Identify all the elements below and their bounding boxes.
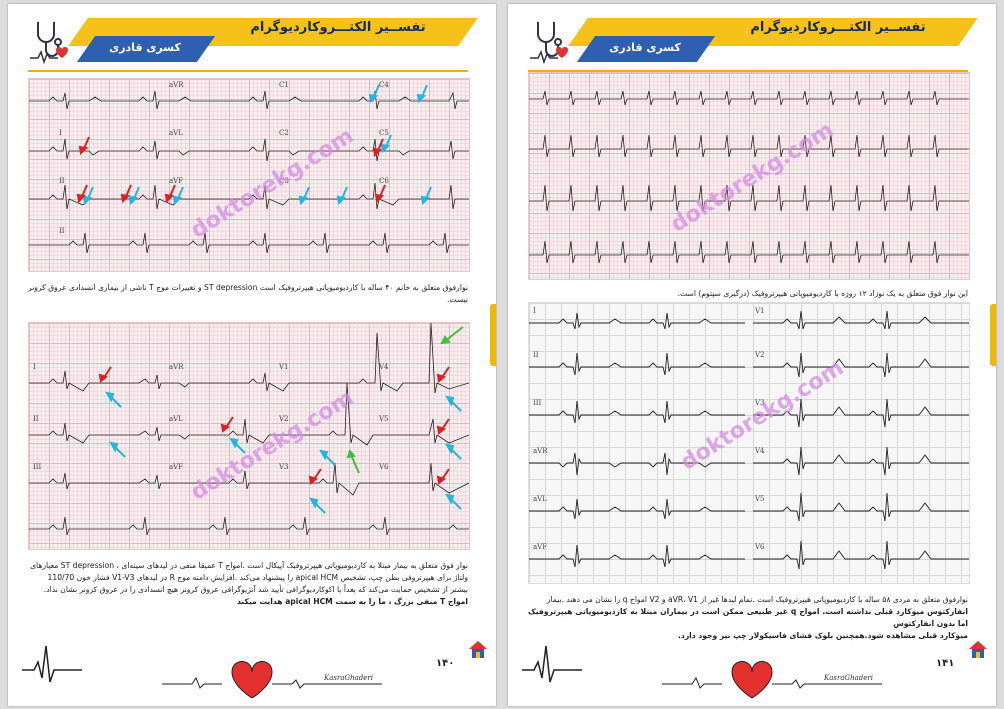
ecg2-lead-label: V4: [379, 363, 389, 371]
ecg1-lead-label: II: [59, 227, 65, 235]
left-page: تفســیر الکتـــروکاردیوگرام کسری قادری: [8, 4, 496, 706]
ecg2-lead-label: II: [33, 415, 39, 423]
side-tab: [990, 304, 996, 366]
ecg1-lead-label: C4: [379, 81, 389, 89]
ecg-figure-2: I aVR V1 V4 II aVL V2 V5 III aVF V3 V6 d…: [28, 322, 470, 550]
house-icon: [469, 641, 487, 658]
ecg-figure-4: I II III aVR aVL aVF V1 V2 V3 V4 V5 V6 d…: [528, 302, 970, 584]
ecg4-lead-label: V6: [755, 543, 765, 551]
stethoscope-heart-logo: [30, 22, 68, 64]
ecg1-lead-label: aVF: [169, 177, 184, 185]
ecg1-lead-label: C1: [279, 81, 289, 89]
ecg4-lead-label: aVR: [533, 447, 548, 455]
caption-bold-line: امواج T منفی بزرگ ، ما را به سمت apical …: [237, 597, 468, 606]
ecg1-lead-label: C6: [379, 177, 389, 185]
ecg4-lead-label: V3: [755, 399, 765, 407]
ecg1-lead-label: C2: [279, 129, 289, 137]
ecg-traces: [29, 84, 469, 254]
heart-icon: [231, 661, 273, 698]
signature: KasraGhaderi: [324, 674, 373, 682]
caption-line: نوار فوق متعلق به بیمار مبتلا به کاردیوم…: [30, 561, 468, 570]
ecg2-lead-label: III: [33, 463, 42, 471]
ecg4-lead-label: V4: [755, 447, 765, 455]
figure-3-caption: این نوار فوق متعلق به یک نوزاد ۱۲ روزه ب…: [677, 289, 968, 298]
signature: KasraGhaderi: [824, 674, 873, 682]
figure-1-caption: نوارفوق متعلق به خانم ۴۰ ساله با کاردیوم…: [28, 283, 468, 304]
ecg2-lead-label: V2: [279, 415, 289, 423]
side-tab: [490, 304, 496, 366]
ecg4-lead-label: V5: [755, 495, 765, 503]
header-rule: [528, 70, 968, 72]
page-number: ۱۴۱: [936, 658, 955, 669]
ecg4-lead-label: II: [533, 351, 539, 359]
caption-line: نوارفوق متعلق به مردی ۵۸ ساله با کاردیوم…: [546, 595, 968, 604]
ecg-figure-3: doktorekg.com: [528, 72, 970, 280]
house-icon: [969, 641, 987, 658]
figure-2-caption: نوار فوق متعلق به بیمار مبتلا به کاردیوم…: [28, 560, 468, 608]
ecg2-lead-label: aVF: [169, 463, 184, 471]
stethoscope-heart-logo: [530, 22, 568, 64]
footer-ecg-line: [522, 645, 882, 698]
ecg2-lead-label: V5: [379, 415, 389, 423]
ecg1-lead-label: I: [59, 129, 62, 137]
ecg1-lead-label: aVL: [169, 129, 183, 137]
ecg2-lead-label: V3: [279, 463, 289, 471]
ecg4-lead-label: V1: [755, 307, 765, 315]
ecg2-lead-label: aVR: [169, 363, 184, 371]
header-title: تفســیر الکتـــروکاردیوگرام: [250, 20, 426, 35]
ecg4-lead-label: aVF: [533, 543, 548, 551]
footer-ecg-line: [22, 645, 382, 698]
ecg-traces: [29, 323, 469, 536]
figure-4-caption: نوارفوق متعلق به مردی ۵۸ ساله با کاردیوم…: [528, 594, 968, 642]
ecg4-lead-label: aVL: [533, 495, 547, 503]
page-number: ۱۴۰: [436, 658, 455, 669]
caption-line: انفارکتوس میوکارد قبلی نداشته است. امواج…: [528, 607, 968, 628]
caption-line: بیشتر از تشخیص حمایت می‌کند که بعداً با …: [43, 585, 468, 594]
header-subtitle: کسری قادری: [109, 41, 181, 54]
caption-line: ولتاژ برای هیپرتروفی بطن چپ، تشخیص apica…: [47, 573, 468, 582]
ecg1-lead-label: C5: [379, 129, 389, 137]
ecg2-lead-label: I: [33, 363, 36, 371]
header-title: تفســیر الکتـــروکاردیوگرام: [750, 20, 926, 35]
ecg4-lead-label: V2: [755, 351, 765, 359]
ecg4-lead-label: III: [533, 399, 542, 407]
ecg-traces: [529, 310, 969, 570]
ecg2-lead-label: V6: [379, 463, 389, 471]
ecg1-lead-label: aVR: [169, 81, 184, 89]
ecg-figure-1: aVR C1 C4 I aVL C2 C5 II aVF C3 C6 II do…: [28, 78, 470, 272]
ecg1-lead-label: C3: [279, 177, 289, 185]
ecg4-lead-label: I: [533, 307, 536, 315]
ecg2-lead-label: aVL: [169, 415, 183, 423]
right-page: تفســیر الکتـــروکاردیوگرام کسری قادری d…: [508, 4, 996, 706]
header-subtitle: کسری قادری: [609, 41, 681, 54]
header-rule: [28, 70, 468, 72]
ecg1-lead-label: II: [59, 177, 65, 185]
caption-line: میوکارد قبلی مشاهده شود.همچنین بلوک فشای…: [678, 631, 968, 640]
ecg-traces: [529, 90, 969, 264]
heart-icon: [731, 661, 773, 698]
ecg2-lead-label: V1: [279, 363, 289, 371]
